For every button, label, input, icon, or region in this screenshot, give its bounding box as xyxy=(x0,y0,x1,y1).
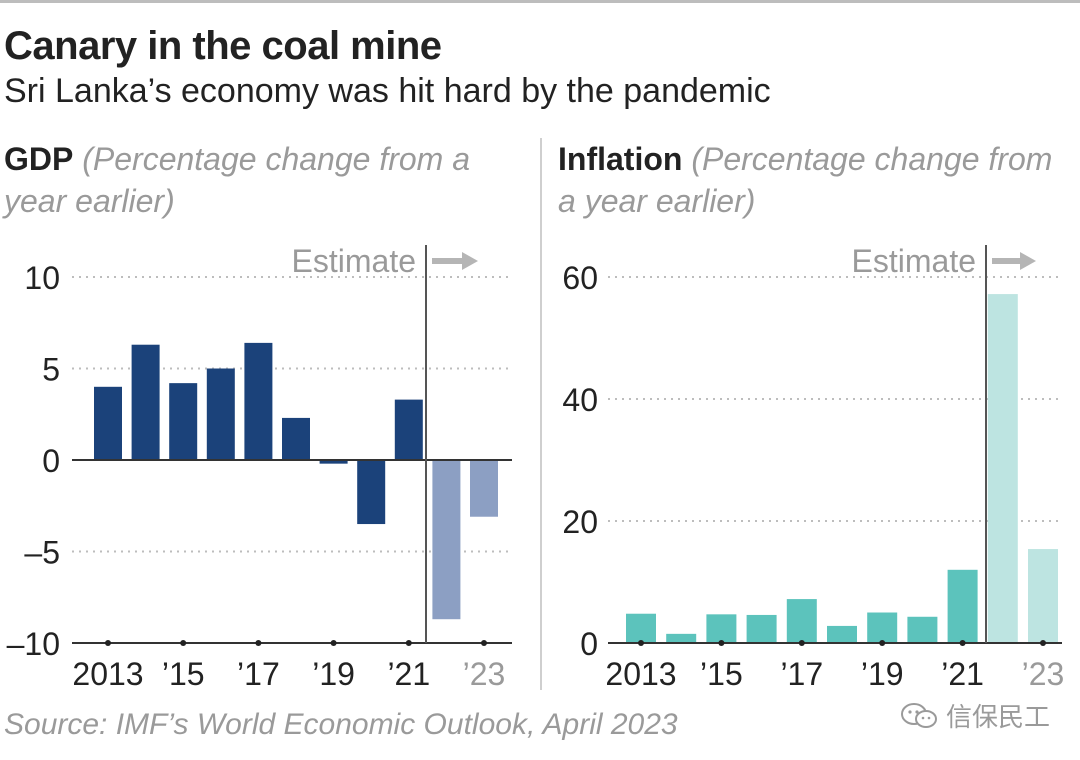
inflation-bar-2018 xyxy=(827,625,857,643)
inflation-bar-2020 xyxy=(907,616,938,643)
inflation-xtick-mark xyxy=(1040,640,1046,646)
inflation-bar-2013 xyxy=(626,613,656,643)
inflation-bar-2023 xyxy=(1028,549,1058,643)
inflation-panel-heading: Inflation (Percentage change from a year… xyxy=(558,138,1058,222)
inflation-xtick-label: ’19 xyxy=(861,656,904,692)
gdp-xtick-mark xyxy=(330,640,337,646)
inflation-bar-2022 xyxy=(987,294,1018,643)
gdp-xtick-mark xyxy=(180,640,187,646)
gdp-ytick-label: 5 xyxy=(42,352,60,388)
inflation-xtick-mark xyxy=(879,640,886,646)
inflation-ytick-label: 20 xyxy=(562,504,598,540)
inflation-xtick-label: ’23 xyxy=(1022,656,1065,692)
gdp-xtick-label: ’17 xyxy=(237,656,280,692)
inflation-bar-2021 xyxy=(947,569,978,643)
gdp-xtick-mark xyxy=(405,640,412,646)
gdp-estimate-label: Estimate xyxy=(292,243,416,279)
gdp-bar-2015 xyxy=(169,383,198,460)
inflation-ytick-label: 40 xyxy=(562,382,598,418)
inflation-panel-label: Inflation xyxy=(558,141,683,177)
gdp-panel-heading: GDP (Percentage change from a year earli… xyxy=(4,138,504,222)
inflation-xtick-mark xyxy=(798,640,805,646)
gdp-bar-2013 xyxy=(94,386,122,460)
chart-subtitle: Sri Lanka’s economy was hit hard by the … xyxy=(4,72,771,110)
gdp-bar-2020 xyxy=(357,460,386,525)
inflation-xtick-mark xyxy=(959,640,966,646)
gdp-xtick-label: ’19 xyxy=(312,656,355,692)
inflation-bar-2015 xyxy=(706,614,737,643)
inflation-xtick-mark xyxy=(638,640,644,646)
gdp-xtick-label: ’23 xyxy=(463,656,506,692)
inflation-bar-2019 xyxy=(867,612,898,643)
chat-bubbles-icon xyxy=(900,702,937,728)
gdp-bar-2019 xyxy=(319,460,348,464)
gdp-ytick-label: –10 xyxy=(7,626,60,662)
gdp-ytick-label: –5 xyxy=(24,535,60,571)
inflation-panel-description: (Percentage change from a year earlier) xyxy=(558,141,1053,219)
watermark-text: 信保民工 xyxy=(945,702,1050,732)
inflation-xtick-label: ’21 xyxy=(941,656,984,692)
gdp-xtick-label: 2013 xyxy=(72,656,143,692)
gdp-xtick-mark xyxy=(481,640,487,646)
inflation-xtick-label: ’15 xyxy=(700,656,743,692)
gdp-xtick-label: ’21 xyxy=(387,656,430,692)
inflation-bar-2014 xyxy=(666,633,697,643)
gdp-panel-description: (Percentage change from a year earlier) xyxy=(4,141,471,219)
source-note: Source: IMF’s World Economic Outlook, Ap… xyxy=(4,708,678,741)
gdp-bar-2016 xyxy=(206,368,235,460)
gdp-bar-2023 xyxy=(470,460,498,517)
inflation-xtick-label: 2013 xyxy=(605,656,676,692)
gdp-xtick-mark xyxy=(255,640,262,646)
gdp-bar-2021 xyxy=(394,399,423,460)
gdp-bar-2014 xyxy=(131,344,160,460)
gdp-chart: 10 5 0 –5 –10 2013 ’15 ’17 ’19 ’21 ’23 Estimate xyxy=(7,243,512,692)
inflation-ytick-label: 0 xyxy=(580,626,598,662)
gdp-ytick-label: 0 xyxy=(42,443,60,479)
gdp-panel-label: GDP xyxy=(4,141,74,177)
gdp-xtick-mark xyxy=(105,640,111,646)
top-rule xyxy=(0,0,1080,3)
inflation-estimate-label: Estimate xyxy=(852,243,976,279)
panel-divider xyxy=(540,138,542,690)
inflation-bar-2017 xyxy=(786,599,817,643)
gdp-xtick-label: ’15 xyxy=(162,656,205,692)
inflation-ytick-label: 60 xyxy=(562,260,598,296)
inflation-bar-2016 xyxy=(746,614,777,643)
gdp-bar-2018 xyxy=(282,417,310,460)
inflation-xtick-label: ’17 xyxy=(780,656,823,692)
inflation-estimate-arrowhead-icon xyxy=(1020,252,1036,270)
chart-title: Canary in the coal mine xyxy=(4,24,442,68)
watermark: 信保民工 xyxy=(900,697,1050,734)
gdp-estimate-arrowhead-icon xyxy=(462,252,478,270)
gdp-bar-2017 xyxy=(244,342,273,460)
inflation-xtick-mark xyxy=(718,640,725,646)
gdp-bar-2022 xyxy=(432,460,461,620)
gdp-ytick-label: 10 xyxy=(24,260,60,296)
